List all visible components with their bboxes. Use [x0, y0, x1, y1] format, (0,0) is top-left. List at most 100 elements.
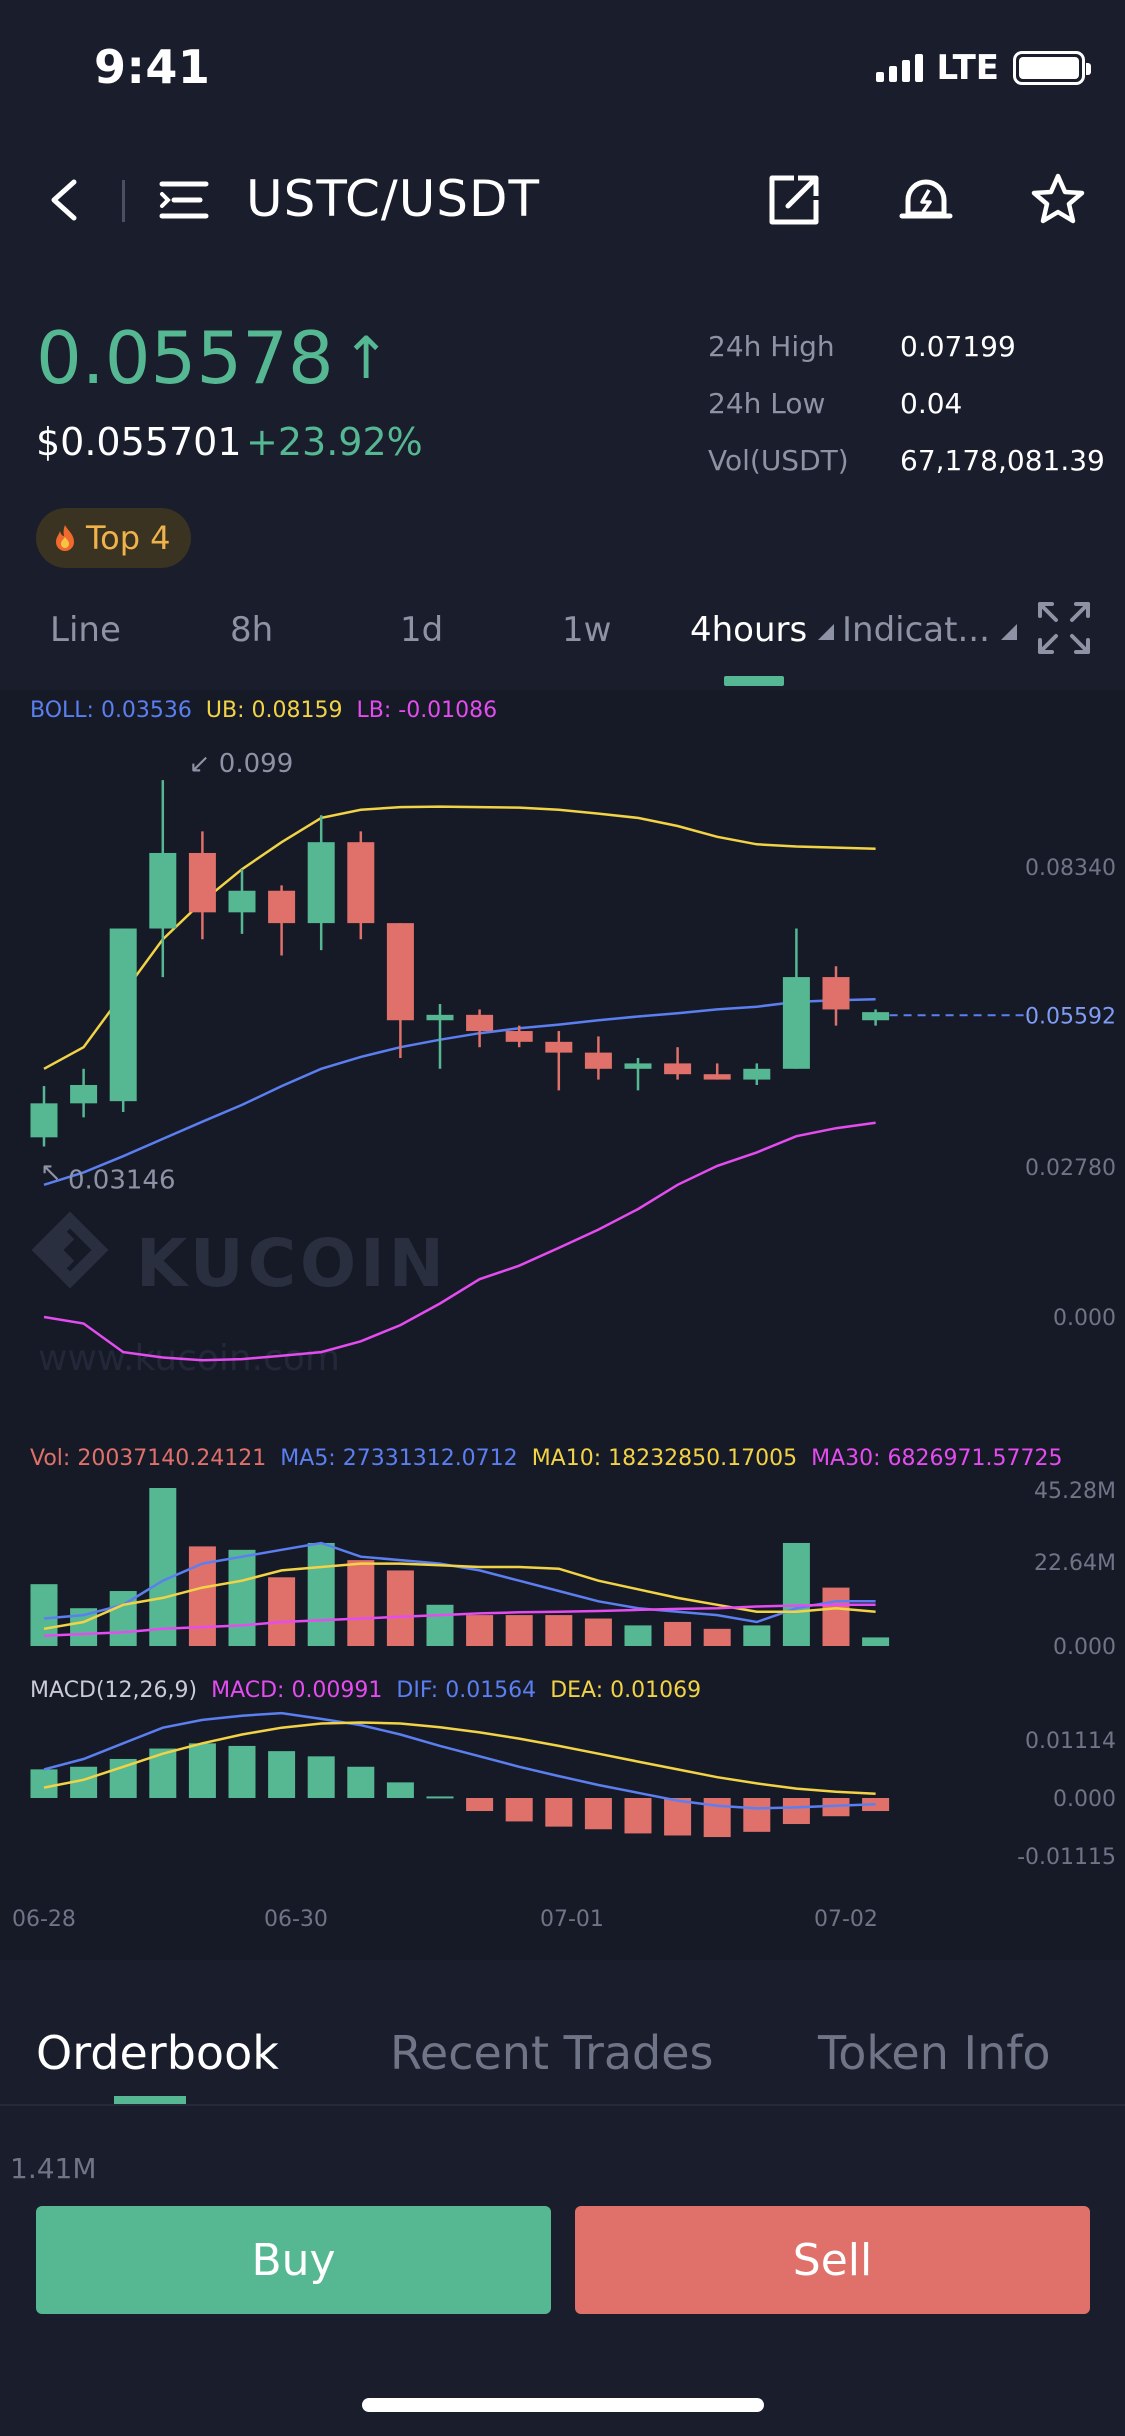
pair-title[interactable]: USTC/USDT [246, 170, 541, 228]
menu-icon[interactable] [156, 170, 216, 230]
price-change: +23.92% [246, 420, 423, 464]
tab-1d[interactable]: 1d [400, 610, 444, 650]
tab-line[interactable]: Line [50, 610, 121, 650]
stat-label: 24h High [708, 330, 835, 363]
volume-bar [268, 1577, 296, 1646]
volume-legend-ma5: MA5: 27331312.0712 [280, 1446, 518, 1471]
favorite-star-icon[interactable] [1028, 170, 1088, 230]
tab-recent-trades[interactable]: Recent Trades [390, 2026, 714, 2080]
chart-interval-tabs: Line 8h 1d 1w 4hours Indicat... [0, 590, 1125, 690]
macd-histogram-bar [505, 1798, 533, 1822]
last-price-value: 0.05578 [36, 316, 334, 400]
min-price-arrow-icon: ↖ [40, 1157, 62, 1187]
volume-bar [426, 1604, 454, 1646]
volume-legend-vol: Vol: 20037140.24121 [30, 1446, 267, 1471]
price-alert-bell-icon[interactable] [896, 170, 956, 230]
macd-histogram-bar [426, 1796, 454, 1799]
boll-lower-band-line [43, 1121, 876, 1362]
candle-body [149, 852, 177, 929]
macd-histogram-bar [743, 1798, 771, 1832]
boll-legend-boll: BOLL: 0.03536 [30, 698, 192, 723]
time-axis-tick: 07-01 [540, 1907, 604, 1932]
volume-axis-tick: 0.000 [1053, 1635, 1116, 1660]
macd-histogram-bar [466, 1798, 494, 1812]
stat-value: 67,178,081.39 [900, 444, 1105, 477]
candle-body [109, 928, 137, 1102]
share-icon[interactable] [764, 170, 824, 230]
tab-indicators-label: Indicat... [842, 610, 990, 650]
top-rank-badge[interactable]: Top 4 [36, 508, 191, 568]
price-axis-tick: 0.000 [1053, 1306, 1116, 1331]
macd-legend: MACD(12,26,9) MACD: 0.00991 DIF: 0.01564 DE… [30, 1678, 715, 1703]
signal-icon [875, 54, 923, 82]
macd-histogram-bar [188, 1743, 216, 1798]
candle-body [584, 1052, 612, 1069]
volume-bar [347, 1560, 375, 1646]
macd-histogram-bar [30, 1769, 58, 1798]
candle-body [228, 890, 256, 913]
stat-label: Vol(USDT) [708, 444, 849, 477]
volume-bar [30, 1584, 58, 1646]
candle-body [703, 1074, 731, 1080]
macd-histogram-bar [782, 1798, 810, 1825]
candle-body [743, 1068, 771, 1080]
candle-body [545, 1041, 573, 1053]
kline-chart: KUCOINwww.kucoin.com0.083400.027800.0000… [12, 749, 1116, 1932]
last-price-axis-label: 0.05592 [1025, 1004, 1116, 1029]
bottom-panel: Orderbook Recent Trades Token Info 1.41M… [0, 1984, 1125, 2436]
volume-bar [743, 1625, 771, 1646]
buy-button[interactable]: Buy [36, 2206, 551, 2314]
status-bar: 9:41 LTE [0, 0, 1125, 140]
back-arrow-icon[interactable] [36, 170, 96, 230]
volume-bar [782, 1542, 810, 1646]
status-time: 9:41 [94, 40, 211, 94]
status-indicators: LTE [875, 48, 1091, 88]
chart-area[interactable]: BOLL: 0.03536 UB: 0.08159 LB: -0.01086 Vol… [0, 690, 1125, 1960]
active-bottom-tab-indicator [114, 2096, 186, 2106]
tab-1w[interactable]: 1w [562, 610, 612, 650]
candle-body [188, 852, 216, 913]
candle-body [347, 842, 375, 924]
tab-8h[interactable]: 8h [230, 610, 274, 650]
price-axis-tick: 0.08340 [1025, 856, 1116, 881]
candle-body [505, 1031, 533, 1042]
min-price-label: 0.03146 [68, 1165, 176, 1195]
volume-bar [228, 1549, 256, 1646]
volume-axis-tick: 45.28M [1034, 1479, 1116, 1504]
orderbook-depth-label: 1.41M [10, 2152, 97, 2185]
volume-legend: Vol: 20037140.24121 MA5: 27331312.0712 MA1… [30, 1446, 1076, 1471]
candle-body [268, 890, 296, 924]
candle-body [466, 1014, 494, 1032]
tab-4hours-label: 4hours [690, 610, 808, 650]
kucoin-logo-icon [31, 1211, 109, 1289]
volume-bar [149, 1488, 177, 1646]
candle-body [624, 1063, 652, 1069]
tab-4hours[interactable]: 4hours [690, 610, 835, 650]
macd-histogram-bar [109, 1758, 137, 1798]
tab-orderbook[interactable]: Orderbook [36, 2026, 279, 2080]
boll-upper-band-line [43, 805, 876, 1070]
macd-histogram-bar [584, 1798, 612, 1830]
battery-icon [1013, 51, 1091, 85]
macd-axis-tick: 0.000 [1053, 1787, 1116, 1812]
active-tab-indicator [724, 676, 784, 686]
volume-bar [584, 1618, 612, 1646]
volume-bar [307, 1542, 335, 1646]
macd-histogram-bar [386, 1782, 414, 1798]
macd-histogram-bar [624, 1798, 652, 1834]
candle-body [386, 923, 414, 1021]
sell-button[interactable]: Sell [575, 2206, 1090, 2314]
volume-legend-ma10: MA10: 18232850.17005 [531, 1446, 798, 1471]
volume-bar [505, 1615, 533, 1646]
volume-bar [822, 1587, 850, 1646]
macd-histogram-bar [664, 1798, 692, 1836]
header-divider [122, 180, 125, 222]
macd-histogram-bar [307, 1756, 335, 1798]
volume-bar [624, 1625, 652, 1646]
volume-bar [664, 1621, 692, 1646]
tab-token-info[interactable]: Token Info [818, 2026, 1051, 2080]
tab-indicators[interactable]: Indicat... [842, 610, 1017, 650]
candle-body [30, 1103, 58, 1138]
fullscreen-expand-icon[interactable] [1036, 600, 1092, 656]
macd-legend-dea: DEA: 0.01069 [550, 1678, 702, 1703]
